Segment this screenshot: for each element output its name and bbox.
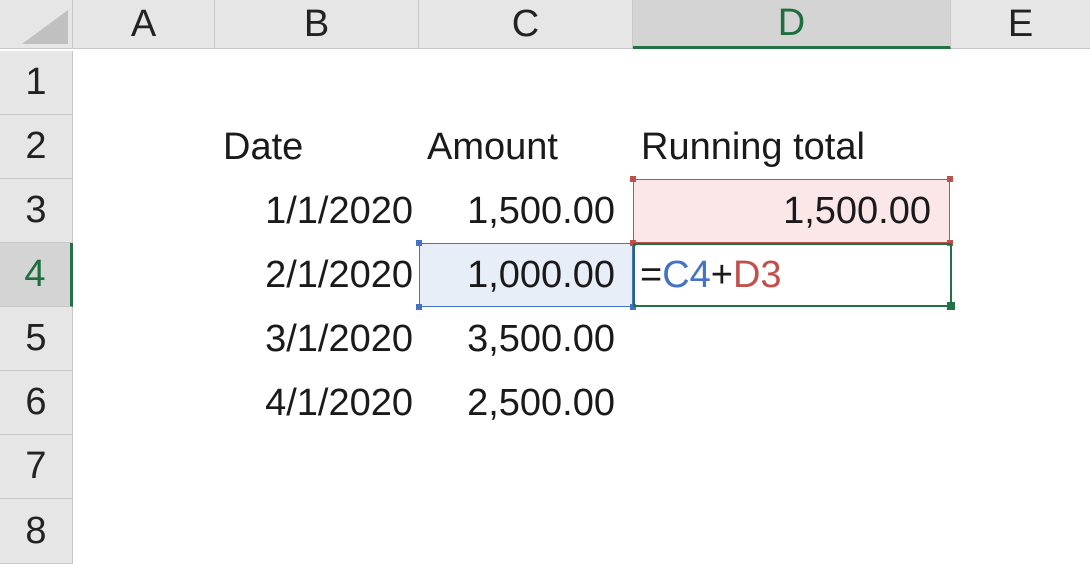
row-header-8[interactable]: 8: [0, 499, 73, 564]
column-header-a[interactable]: A: [73, 0, 215, 49]
cell-c5-amount[interactable]: 3,500.00: [467, 317, 615, 360]
ref-handle-d3-tr[interactable]: [947, 176, 953, 182]
select-all-corner[interactable]: [0, 0, 73, 49]
ref-handle-d3-tl[interactable]: [630, 176, 636, 182]
cell-b5-date[interactable]: 3/1/2020: [265, 317, 413, 360]
cell-b2-header-date[interactable]: Date: [223, 125, 304, 168]
row-header-2[interactable]: 2: [0, 115, 73, 179]
column-header-d[interactable]: D: [633, 0, 951, 49]
cell-b4-date[interactable]: 2/1/2020: [265, 253, 413, 296]
formula-reference-c4: [419, 243, 633, 307]
cell-c3-amount[interactable]: 1,500.00: [467, 189, 615, 232]
cell-c4-amount[interactable]: 1,000.00: [467, 253, 615, 296]
ref-handle-c4-br[interactable]: [630, 304, 636, 310]
fill-handle[interactable]: [947, 302, 955, 310]
row-header-6[interactable]: 6: [0, 371, 73, 435]
ref-handle-c4-bl[interactable]: [416, 304, 422, 310]
cell-b3-date[interactable]: 1/1/2020: [265, 189, 413, 232]
column-header-b[interactable]: B: [215, 0, 419, 49]
formula-ref-d3: D3: [732, 253, 782, 296]
row-header-1[interactable]: 1: [0, 51, 73, 115]
cell-d2-header-running-total[interactable]: Running total: [641, 125, 865, 168]
formula-equals: =: [640, 253, 663, 296]
row-header-3[interactable]: 3: [0, 179, 73, 243]
cell-d3-running-total[interactable]: 1,500.00: [783, 189, 931, 232]
formula-reference-d3: [633, 179, 950, 243]
row-header-4[interactable]: 4: [0, 243, 73, 307]
row-header-7[interactable]: 7: [0, 435, 73, 499]
select-all-triangle-icon: [22, 10, 68, 44]
cell-b6-date[interactable]: 4/1/2020: [265, 381, 413, 424]
cell-c2-header-amount[interactable]: Amount: [427, 125, 558, 168]
formula-operator: +: [710, 253, 733, 296]
column-header-e[interactable]: E: [951, 0, 1090, 49]
cell-c6-amount[interactable]: 2,500.00: [467, 381, 615, 424]
column-header-c[interactable]: C: [419, 0, 633, 49]
cell-d4-active-formula[interactable]: = C4 + D3: [633, 243, 952, 307]
ref-handle-c4-tl[interactable]: [416, 240, 422, 246]
row-header-5[interactable]: 5: [0, 307, 73, 371]
formula-ref-c4: C4: [662, 253, 711, 296]
